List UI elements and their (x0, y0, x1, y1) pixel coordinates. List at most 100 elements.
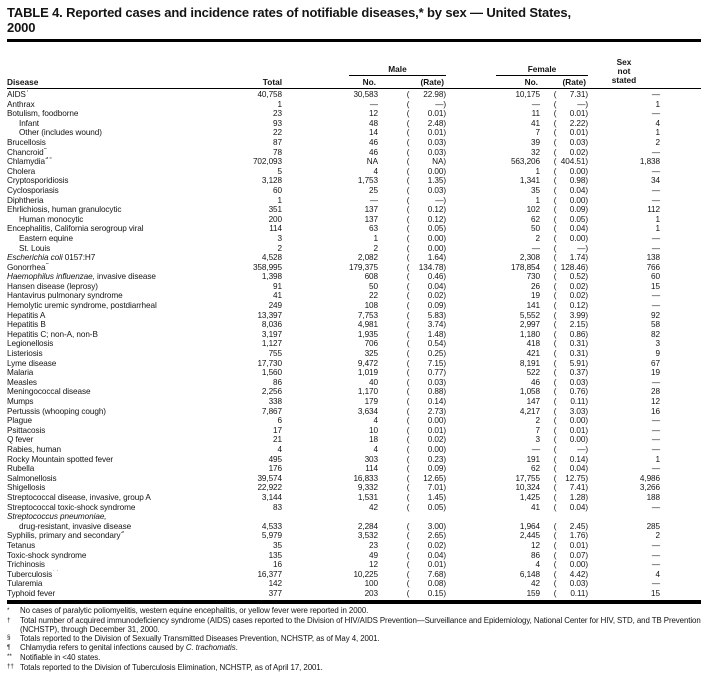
disease-name: Hantavirus pulmonary syndrome (7, 291, 123, 301)
male-rate: (1.35) (406, 176, 446, 186)
footnote-marker: ¶ (7, 643, 11, 651)
disease-name: Toxic-shock syndrome (7, 550, 87, 560)
footnote: ¶ Chlamydia refers to genital infections … (7, 643, 701, 654)
table-row: St. Louis 2 2 (0.00) — (—) — (7, 244, 701, 254)
male-rate: (0.00) (406, 233, 446, 243)
male-count: 137 (364, 214, 379, 224)
table-row: Encephalitis, California serogroup viral… (7, 224, 701, 234)
sex-not-stated-count: 82 (651, 329, 660, 339)
male-count: 137 (364, 205, 379, 215)
female-count: 7 (535, 128, 541, 138)
male-rate: (0.54) (406, 339, 446, 349)
disease-name: Hansen disease (leprosy) (7, 281, 98, 291)
male-count: 42 (369, 502, 378, 512)
female-rate: (0.02) (553, 291, 588, 301)
male-count: 50 (369, 281, 378, 291)
male-count: 2,284 (357, 521, 378, 531)
sex-not-stated-count: 67 (651, 358, 660, 368)
disease-name: Eastern equine (19, 233, 73, 243)
table-row: Gonorrhea§ 358,995 179,375 (134.78) 178,854 (… (7, 263, 701, 273)
male-count: 1 (373, 233, 379, 243)
disease-name: Chancroid§ (7, 147, 47, 157)
total-cases: 200 (268, 214, 283, 224)
total-cases: 1 (277, 195, 283, 205)
sex-not-stated-count: — (651, 435, 660, 445)
female-count: 41 (531, 502, 540, 512)
footnote-text: Notifiable in <40 states. (20, 652, 101, 662)
disease-name: Measles (7, 377, 37, 387)
total-cases: 4 (277, 444, 283, 454)
total-cases: 1 (277, 99, 283, 109)
total-cases: 86 (273, 377, 282, 387)
table-row: Ehrlichiosis, human granulocytic** 351 137… (7, 205, 701, 215)
male-rate: (1.48) (406, 329, 446, 339)
female-count: 12 (531, 540, 540, 550)
female-rate: (0.02) (553, 147, 588, 157)
total-cases: 91 (273, 281, 282, 291)
male-rate: (3.74) (406, 320, 446, 330)
female-rate: (0.76) (553, 387, 588, 397)
sex-not-stated-count: 28 (651, 387, 660, 397)
male-count: 49 (369, 550, 378, 560)
male-rate: (0.01) (406, 425, 446, 435)
male-rate: (0.12) (406, 205, 446, 215)
sex-not-stated-count: 138 (646, 253, 661, 263)
female-count: 26 (531, 281, 540, 291)
sex-not-stated-count: 2 (655, 137, 661, 147)
female-count: 191 (526, 454, 541, 464)
footnote-marker: § (7, 634, 11, 642)
table-row: Listeriosis 755 325 (0.25) 421 (0.31) 9 (7, 349, 701, 359)
male-count: 706 (364, 339, 379, 349)
disease-name: Tularemia (7, 579, 43, 589)
disease-name: Cholera (7, 166, 36, 176)
female-rate: (0.11) (553, 397, 588, 406)
table-row: Hansen disease (leprosy) 91 50 (0.04) 26 (0.0… (7, 282, 701, 292)
table-row: Cyclosporiasis** 60 25 (0.03) 35 (0.04) — (7, 186, 701, 196)
sex-not-stated-count: — (651, 550, 660, 560)
male-rate: (0.01) (406, 560, 446, 570)
table-row: Meningococcal disease 2,256 1,170 (0.88) 1,0… (7, 387, 701, 397)
table-row: Eastern equine 3 1 (0.00) 2 (0.00) — (7, 234, 701, 244)
table-row: Other (includes wound) 22 14 (0.01) 7 (0.01) 1 (7, 128, 701, 138)
female-rate: (0.01) (553, 540, 588, 550)
male-count (282, 512, 378, 522)
male-rate: (3.00) (406, 521, 446, 531)
female-count: 147 (526, 397, 541, 406)
female-count: 19 (531, 291, 540, 301)
male-rate: (0.14) (406, 397, 446, 406)
table-row: Hemolytic uremic syndrome, postdiarrheal… (7, 301, 701, 311)
female-rate: (0.11) (553, 588, 588, 598)
total-cases: 41 (273, 291, 282, 301)
female-count: 1,964 (519, 521, 540, 531)
male-count: 1,753 (357, 176, 378, 186)
male-count: 203 (364, 588, 379, 598)
female-count: 42 (531, 579, 540, 589)
sex-not-stated-count: — (651, 90, 660, 99)
male-count: NA (366, 157, 378, 167)
male-rate: (0.23) (406, 454, 446, 464)
male-count: 100 (364, 579, 379, 589)
sex-not-stated-count: 60 (651, 272, 660, 282)
sex-not-stated-count: 3 (655, 339, 661, 349)
footnote: ** Notifiable in <40 states. (7, 652, 701, 664)
male-rate: (0.02) (406, 291, 446, 301)
sex-not-stated-count: — (651, 233, 660, 243)
table-row: Tetanus 35 23 (0.02) 12 (0.01) — (7, 541, 701, 551)
male-rate: (1.64) (406, 253, 446, 263)
table-row: Human monocytic** 200 137 (0.12) 62 (0.05) 1 (7, 215, 701, 225)
female-count: 62 (531, 214, 540, 224)
sex-not-stated-count: — (651, 540, 660, 550)
sex-not-stated-count: — (651, 444, 660, 454)
footnote-text: Total number of acquired immunodeficienc… (20, 616, 701, 634)
disease-name: Rabies, human (7, 444, 62, 454)
column-header-female-no: No. (524, 77, 538, 87)
table-row: Diphtheria 1 — (—) 1 (0.00) — (7, 196, 701, 206)
table-row: Tuberculosis†† 16,377 10,225 (7.68) 6,148 (4.… (7, 570, 701, 580)
sex-not-stated-count: 1 (655, 454, 661, 464)
female-rate: (0.00) (553, 416, 588, 426)
female-count: 41 (531, 118, 540, 128)
disease-name: St. Louis (19, 243, 51, 253)
table-row: Trichinosis 16 12 (0.01) 4 (0.00) — (7, 560, 701, 570)
female-count: 17,755 (515, 473, 540, 483)
footnote: * No cases of paralytic poliomyelitis, we… (7, 607, 701, 617)
